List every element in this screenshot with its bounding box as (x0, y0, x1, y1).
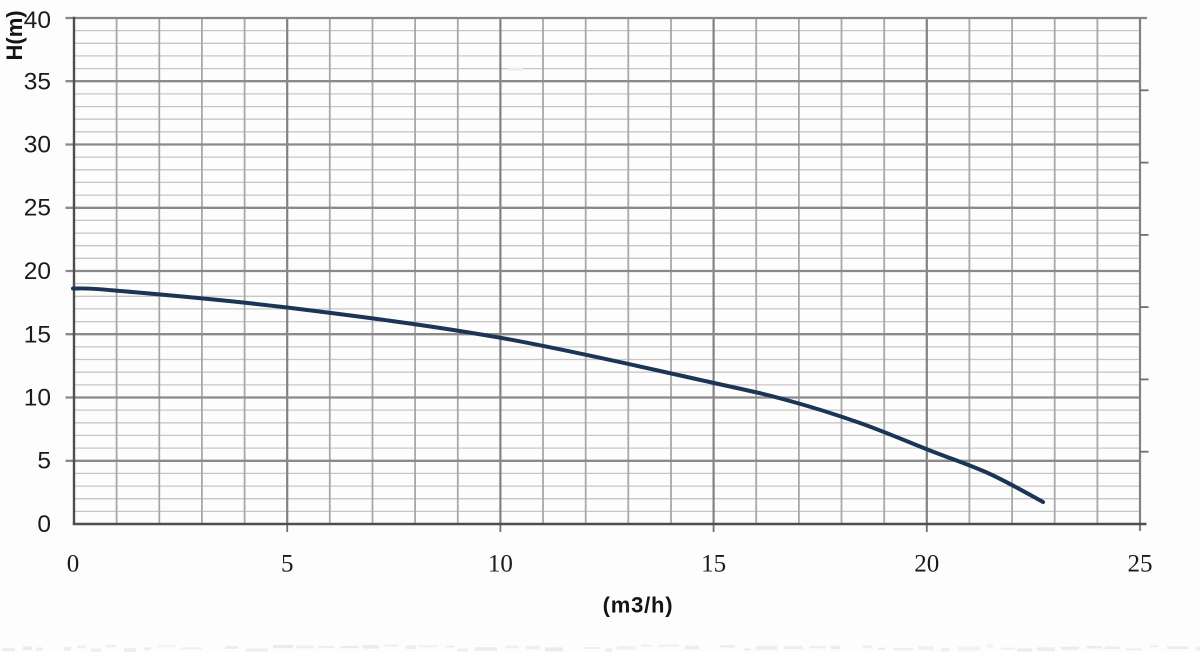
svg-text:15: 15 (24, 321, 51, 348)
svg-text:10: 10 (24, 385, 51, 412)
svg-text:30: 30 (24, 132, 51, 159)
svg-text:15: 15 (701, 551, 726, 578)
svg-text:5: 5 (37, 448, 51, 475)
svg-text:20: 20 (914, 551, 939, 578)
svg-text:10: 10 (488, 551, 513, 578)
svg-text:25: 25 (24, 195, 51, 222)
svg-text:5: 5 (281, 551, 294, 578)
svg-text:H(m): H(m) (2, 10, 27, 60)
svg-text:(m3/h): (m3/h) (603, 593, 674, 618)
svg-text:20: 20 (24, 258, 51, 285)
svg-text:25: 25 (1128, 551, 1153, 578)
svg-text:0: 0 (67, 551, 80, 578)
svg-text:35: 35 (24, 68, 51, 95)
svg-text:40: 40 (24, 7, 51, 34)
svg-text:0: 0 (37, 511, 51, 538)
